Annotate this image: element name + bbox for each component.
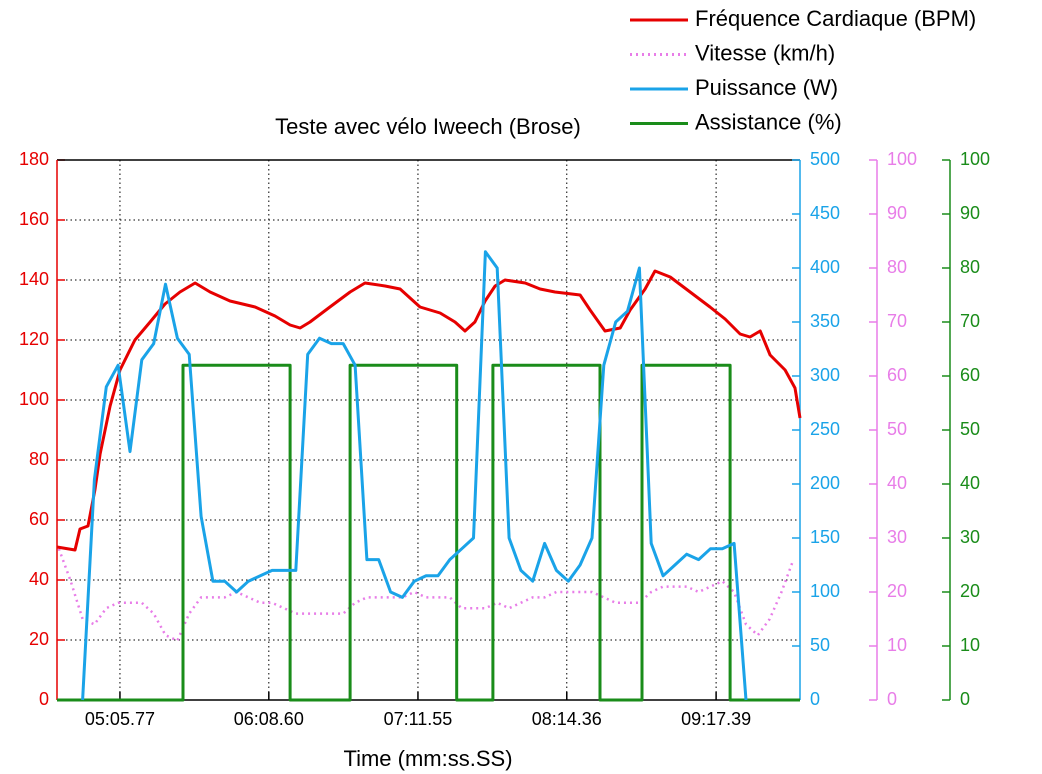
y4-tick-label: 40 <box>960 473 980 493</box>
y3-tick-label: 10 <box>887 635 907 655</box>
y4-tick-label: 30 <box>960 527 980 547</box>
y4-tick-label: 100 <box>960 149 990 169</box>
y4-tick-label: 70 <box>960 311 980 331</box>
x-tick-label: 08:14.36 <box>532 709 602 729</box>
y4-tick-label: 0 <box>960 689 970 709</box>
x-tick-label: 05:05.77 <box>85 709 155 729</box>
y2-tick-label: 250 <box>810 419 840 439</box>
y-tick-label: 160 <box>19 209 49 229</box>
y2-tick-label: 50 <box>810 635 830 655</box>
series-line <box>57 548 795 642</box>
y2-tick-label: 350 <box>810 311 840 331</box>
y-tick-label: 0 <box>39 689 49 709</box>
y2-tick-label: 150 <box>810 527 840 547</box>
y2-tick-label: 500 <box>810 149 840 169</box>
y4-tick-label: 50 <box>960 419 980 439</box>
y4-tick-label: 90 <box>960 203 980 223</box>
y-tick-label: 140 <box>19 269 49 289</box>
y3-tick-label: 60 <box>887 365 907 385</box>
x-tick-label: 09:17.39 <box>681 709 751 729</box>
y3-tick-label: 0 <box>887 689 897 709</box>
y2-tick-label: 100 <box>810 581 840 601</box>
legend-label: Fréquence Cardiaque (BPM) <box>695 6 976 31</box>
y-tick-label: 60 <box>29 509 49 529</box>
y-tick-label: 20 <box>29 629 49 649</box>
x-tick-label: 07:11.55 <box>384 709 453 729</box>
legend-label: Puissance (W) <box>695 75 838 100</box>
series-line <box>57 363 800 702</box>
x-axis-label: Time (mm:ss.SS) <box>343 746 512 771</box>
y2-tick-label: 450 <box>810 203 840 223</box>
y3-tick-label: 100 <box>887 149 917 169</box>
legend-label: Vitesse (km/h) <box>695 40 835 65</box>
y-tick-label: 100 <box>19 389 49 409</box>
series-line <box>56 269 802 552</box>
y3-tick-label: 70 <box>887 311 907 331</box>
y-tick-label: 40 <box>29 569 49 589</box>
y-tick-label: 180 <box>19 149 49 169</box>
y2-tick-label: 400 <box>810 257 840 277</box>
y3-tick-label: 90 <box>887 203 907 223</box>
x-tick-label: 06:08.60 <box>234 709 304 729</box>
y2-tick-label: 200 <box>810 473 840 493</box>
y2-tick-label: 0 <box>810 689 820 709</box>
y4-tick-label: 60 <box>960 365 980 385</box>
y-tick-label: 80 <box>29 449 49 469</box>
y3-tick-label: 30 <box>887 527 907 547</box>
y-tick-label: 120 <box>19 329 49 349</box>
y3-tick-label: 40 <box>887 473 907 493</box>
y3-tick-label: 50 <box>887 419 907 439</box>
y2-tick-label: 300 <box>810 365 840 385</box>
y4-tick-label: 80 <box>960 257 980 277</box>
chart-title: Teste avec vélo Iweech (Brose) <box>275 114 581 139</box>
series-line <box>81 250 748 701</box>
y4-tick-label: 20 <box>960 581 980 601</box>
y3-tick-label: 80 <box>887 257 907 277</box>
legend-label: Assistance (%) <box>695 109 842 134</box>
y4-tick-label: 10 <box>960 635 980 655</box>
y3-tick-label: 20 <box>887 581 907 601</box>
